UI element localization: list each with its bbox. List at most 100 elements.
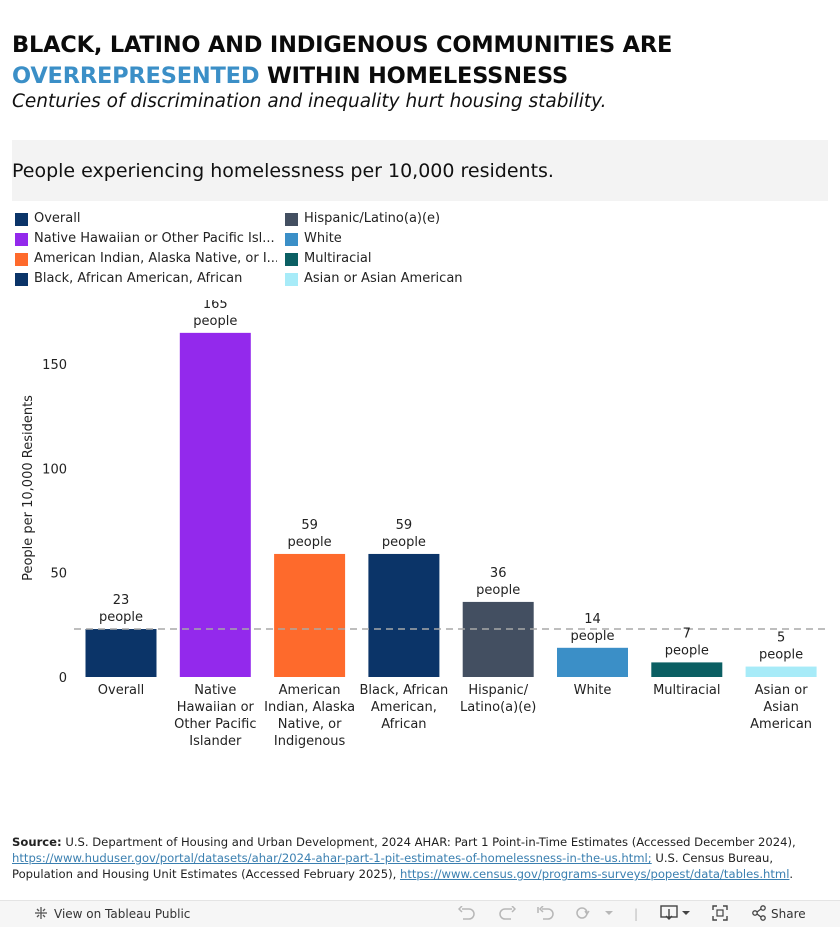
bar[interactable] [651,662,723,677]
value-label: 7 [683,626,691,641]
bar-chart: People per 10,000 Residents 0 50 100 150 23… [21,300,827,749]
y-tick-label: 100 [42,462,67,477]
legend-swatch [285,273,298,286]
legend-item-white[interactable]: White [285,230,585,250]
category-label: Latino(a)(e) [460,700,536,715]
bar[interactable] [557,647,628,677]
value-label: 14 [584,612,601,627]
bar[interactable] [745,666,817,677]
source-note: Source: U.S. Department of Housing and U… [12,834,830,882]
legend-item-nhpi[interactable]: Native Hawaiian or Other Pacific Isl... [15,230,277,250]
bar[interactable] [179,332,251,677]
category-label: Multiracial [653,683,720,698]
y-axis-label: People per 10,000 Residents [21,395,36,581]
source-link-census[interactable]: https://www.census.gov/programs-surveys/… [399,867,790,881]
legend-item-overall[interactable]: Overall [15,210,277,230]
category-label: Other Pacific [174,717,256,732]
category-label: American [750,717,812,732]
legend-swatch [15,273,28,286]
value-unit-label: people [288,535,332,550]
value-labels: 23 people 165 people 59 people 59 people 36 peopl… [99,300,803,663]
revert-button[interactable] [537,901,555,927]
value-unit-label: people [476,583,520,598]
category-label: American [279,683,341,698]
value-unit-label: people [99,610,143,625]
y-tick-label: 50 [50,567,67,582]
legend-item-hispanic[interactable]: Hispanic/Latino(a)(e) [285,210,585,230]
category-label: Native [194,683,236,698]
banner-text: People experiencing homelessness per 10,… [12,160,554,182]
value-unit-label: people [759,648,803,663]
source-text-3: . [789,867,794,881]
legend-item-aian[interactable]: American Indian, Alaska Native, or I... [15,250,277,270]
category-label: Asian [763,700,798,715]
title-line-1: BLACK, LATINO AND INDIGENOUS COMMUNITIES… [12,32,673,58]
legend-item-multiracial[interactable]: Multiracial [285,250,585,270]
legend-item-asian[interactable]: Asian or Asian American [285,270,585,290]
value-label: 36 [490,566,507,581]
chart-subtitle: Centuries of discrimination and inequali… [12,91,607,112]
legend-item-black[interactable]: Black, African American, African [15,270,277,290]
bar[interactable] [274,553,346,677]
category-label: Islander [189,734,242,749]
value-label: 5 [777,631,785,646]
source-label: Source: [12,835,62,849]
legend-label: Asian or Asian American [304,271,463,286]
bar[interactable] [462,601,534,677]
fullscreen-icon [712,905,728,921]
refresh-icon [576,907,613,919]
banner: People experiencing homelessness per 10,… [12,140,828,201]
download-button[interactable] [660,901,692,927]
title-line-2: WITHIN HOMELESSNESS [259,63,568,89]
category-label: Native, or [278,717,342,732]
value-unit-label: people [193,314,237,329]
revert-icon [537,905,554,920]
share-button[interactable]: Share [751,901,806,927]
bar[interactable] [368,553,440,677]
category-label: Asian or [755,683,809,698]
redo-icon [499,905,517,920]
category-label: White [574,683,612,698]
category-label: Hispanic/ [468,683,528,698]
value-label: 59 [396,518,413,533]
y-tick-label: 150 [42,358,67,373]
legend-swatch [285,233,298,246]
toolbar: View on Tableau Public | Share [0,900,840,927]
legend-label: Native Hawaiian or Other Pacific Isl... [34,231,275,246]
legend-label: Overall [34,211,81,226]
y-tick-label: 0 [59,671,67,686]
bars [85,332,817,677]
category-label: Indigenous [274,734,346,749]
value-unit-label: people [665,643,709,658]
legend: Overall Native Hawaiian or Other Pacific… [15,210,615,292]
legend-label: Black, African American, African [34,271,243,286]
fullscreen-button[interactable] [712,901,728,927]
value-label: 23 [113,593,130,608]
legend-swatch [15,253,28,266]
legend-swatch [285,253,298,266]
redo-button[interactable] [498,901,517,927]
category-label: American, [371,700,437,715]
share-label: Share [771,907,806,921]
legend-label: American Indian, Alaska Native, or I... [34,251,277,266]
category-labels: Overall Native Hawaiian or Other Pacific Isl… [98,683,812,749]
undo-button[interactable] [457,901,476,927]
refresh-button[interactable] [575,901,615,927]
view-on-tableau-label: View on Tableau Public [54,907,191,921]
source-link-hud[interactable]: https://www.huduser.gov/portal/datasets/… [12,851,652,865]
source-text-2: U.S. Census Bureau, Population and Housi… [12,851,774,881]
y-axis-ticks: 0 50 100 150 [42,358,67,686]
undo-icon [457,905,475,920]
toolbar-divider: | [634,907,639,921]
value-unit-label: people [570,629,614,644]
bar[interactable] [85,629,157,677]
category-label: African [381,717,426,732]
legend-label: Multiracial [304,251,372,266]
legend-swatch [15,233,28,246]
category-label: Hawaiian or [177,700,255,715]
category-label: Overall [98,683,144,698]
value-label: 59 [301,518,318,533]
view-on-tableau-button[interactable]: View on Tableau Public [34,901,190,927]
download-icon [660,905,690,920]
legend-label: Hispanic/Latino(a)(e) [304,211,441,226]
